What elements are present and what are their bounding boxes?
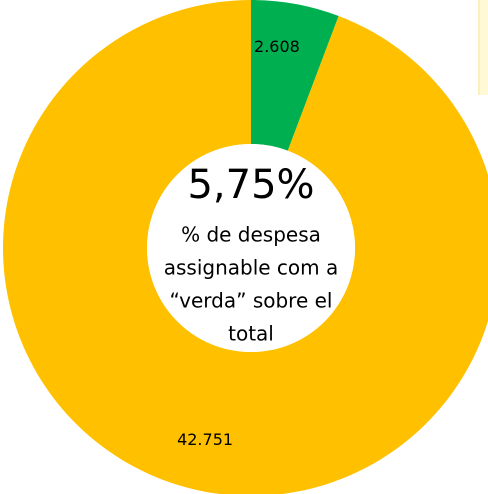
center-value: 5,75% — [187, 162, 314, 208]
center-text: % de despesa — [181, 223, 321, 247]
value-label: 42.751 — [177, 430, 233, 449]
slices — [3, 0, 488, 494]
slice — [251, 0, 339, 151]
donut-hole — [147, 144, 355, 352]
center-text: assignable com a — [164, 256, 339, 280]
value-label: 2.608 — [254, 37, 300, 56]
legend-edge — [478, 0, 488, 95]
center-text: total — [228, 322, 274, 346]
slice — [3, 0, 488, 494]
center-text: “verda” sobre el — [170, 289, 333, 313]
